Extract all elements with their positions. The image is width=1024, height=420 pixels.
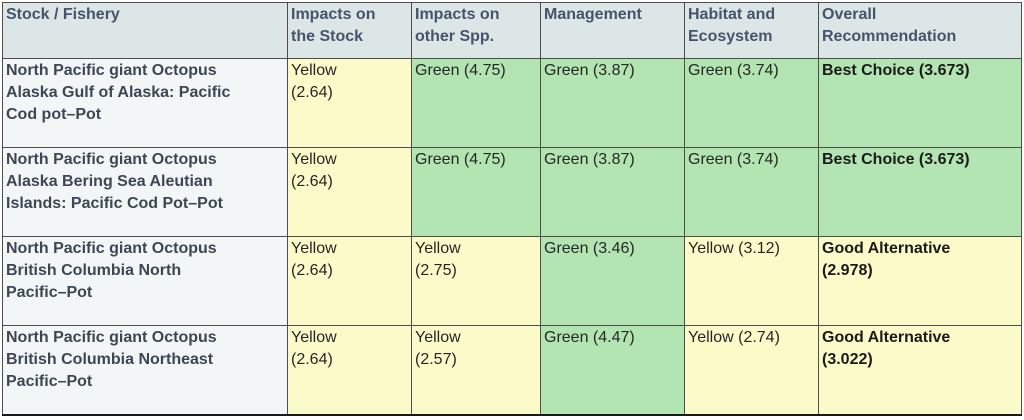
table-row: North Pacific giant Octopus Alaska Gulf …	[2, 58, 1022, 148]
table-row: North Pacific giant Octopus British Colu…	[2, 236, 1022, 326]
impacts-stock-rating-cell: Yellow (2.64)	[287, 325, 412, 415]
table-row: North Pacific giant Octopus British Colu…	[2, 325, 1022, 415]
overall-recommendation-cell: Good Alternative (3.022)	[818, 325, 1022, 415]
stock-name-cell: North Pacific giant Octopus British Colu…	[2, 236, 288, 326]
management-rating-cell: Green (3.87)	[540, 147, 685, 237]
impacts-other-spp-rating-cell: Yellow (2.75)	[411, 236, 541, 326]
col-header-impacts-other-spp: Impacts on other Spp.	[411, 2, 541, 59]
col-header-overall-recommendation: Overall Recommendation	[818, 2, 1022, 59]
overall-recommendation-cell: Best Choice (3.673)	[818, 58, 1022, 148]
management-rating-cell: Green (3.46)	[540, 236, 685, 326]
table-row: North Pacific giant Octopus Alaska Berin…	[2, 147, 1022, 237]
habitat-ecosystem-rating-cell: Green (3.74)	[684, 147, 819, 237]
impacts-other-spp-rating-cell: Green (4.75)	[411, 147, 541, 237]
impacts-stock-rating-cell: Yellow (2.64)	[287, 147, 412, 237]
stock-name-cell: North Pacific giant Octopus British Colu…	[2, 325, 288, 415]
management-rating-cell: Green (3.87)	[540, 58, 685, 148]
management-rating-cell: Green (4.47)	[540, 325, 685, 415]
col-header-habitat-ecosystem: Habitat and Ecosystem	[684, 2, 819, 59]
impacts-other-spp-rating-cell: Green (4.75)	[411, 58, 541, 148]
habitat-ecosystem-rating-cell: Yellow (2.74)	[684, 325, 819, 415]
stock-name-cell: North Pacific giant Octopus Alaska Berin…	[2, 147, 288, 237]
impacts-stock-rating-cell: Yellow (2.64)	[287, 236, 412, 326]
overall-recommendation-cell: Good Alternative (2.978)	[818, 236, 1022, 326]
impacts-other-spp-rating-cell: Yellow (2.57)	[411, 325, 541, 415]
header-row: Stock / Fishery Impacts on the Stock Imp…	[2, 2, 1022, 59]
col-header-impacts-stock: Impacts on the Stock	[287, 2, 412, 59]
col-header-management: Management	[540, 2, 685, 59]
habitat-ecosystem-rating-cell: Yellow (3.12)	[684, 236, 819, 326]
col-header-stock-fishery: Stock / Fishery	[2, 2, 288, 59]
overall-recommendation-cell: Best Choice (3.673)	[818, 147, 1022, 237]
stock-name-cell: North Pacific giant Octopus Alaska Gulf …	[2, 58, 288, 148]
impacts-stock-rating-cell: Yellow (2.64)	[287, 58, 412, 148]
habitat-ecosystem-rating-cell: Green (3.74)	[684, 58, 819, 148]
